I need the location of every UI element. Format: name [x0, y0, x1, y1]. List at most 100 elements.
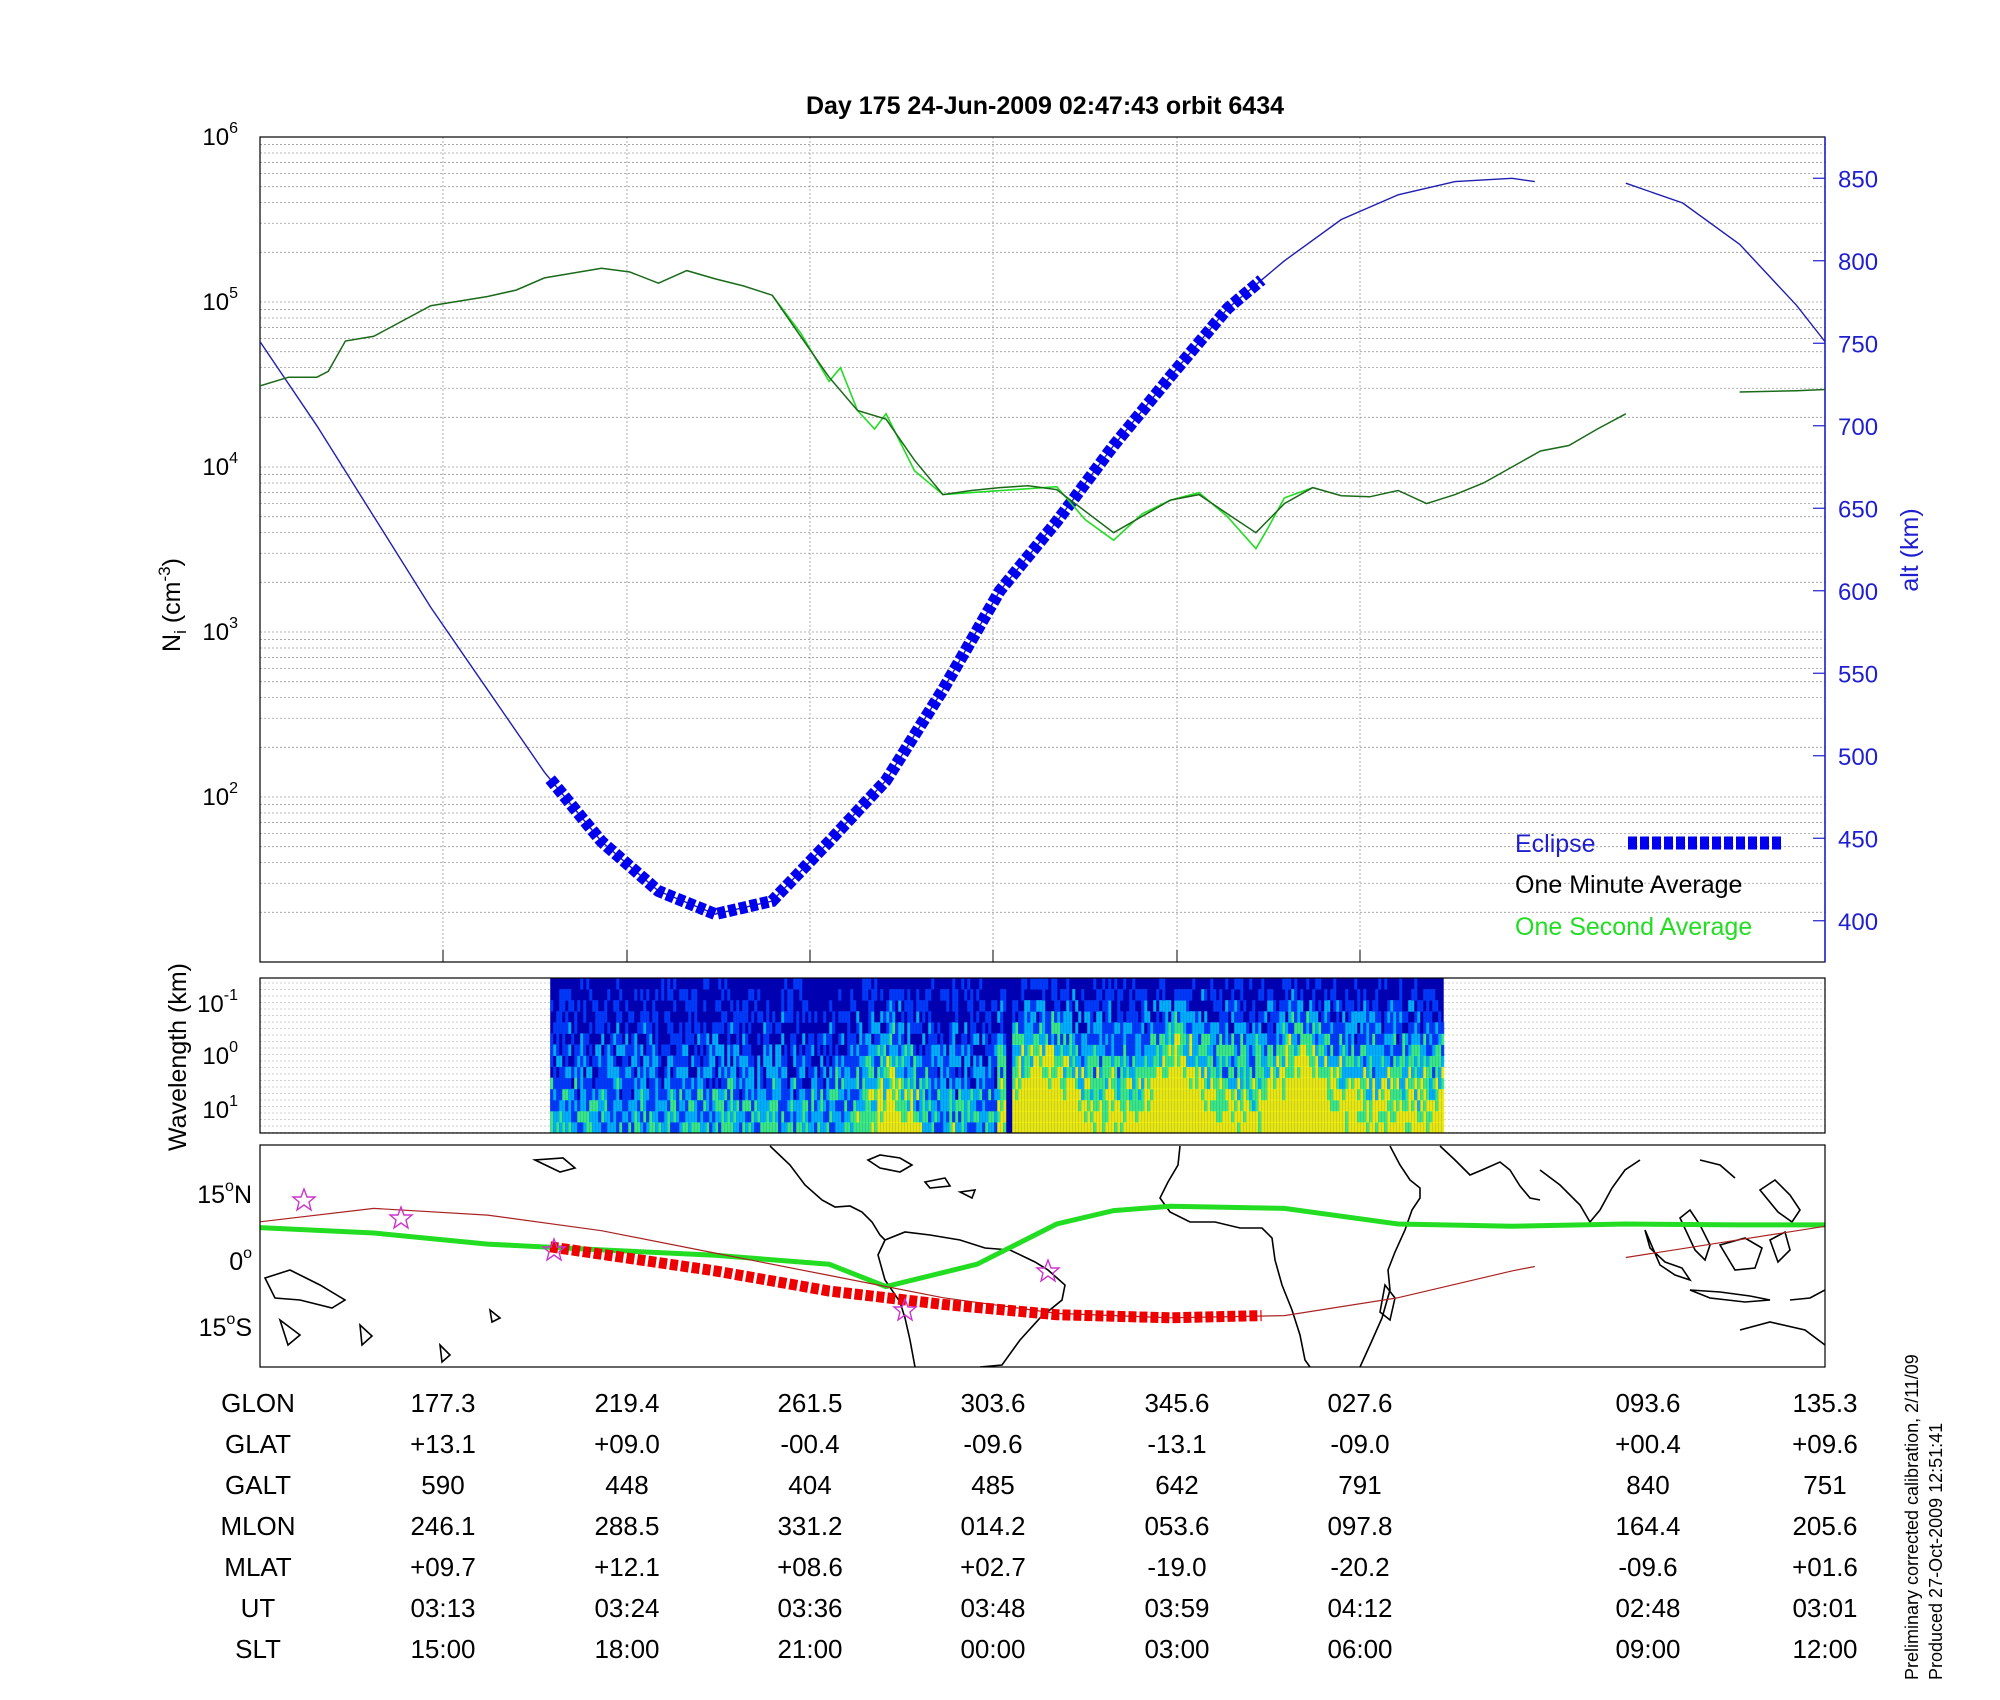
- spectrogram-cell: [703, 1077, 707, 1090]
- spectrogram-cell: [1372, 1066, 1376, 1079]
- spectrogram-cell: [1423, 1121, 1427, 1133]
- spectrogram-cell: [862, 1044, 866, 1056]
- spectrogram-cell: [655, 989, 659, 1001]
- spectrogram-cell: [622, 1121, 626, 1133]
- spectrogram-cell: [1261, 978, 1265, 990]
- spectrogram-cell: [862, 1099, 866, 1112]
- spectrogram-cell: [631, 1121, 635, 1133]
- spectrogram-cell: [1057, 1110, 1061, 1123]
- spectrogram-cell: [1021, 1022, 1025, 1034]
- spectrogram-cell: [1165, 1022, 1169, 1034]
- spectrogram-cell: [898, 1110, 902, 1123]
- spectrogram-cell: [1231, 1110, 1235, 1123]
- spectrogram-cell: [1039, 1011, 1043, 1023]
- spectrogram-cell: [967, 1055, 971, 1068]
- spectrogram-cell: [943, 1077, 947, 1090]
- spectrogram-cell: [703, 1000, 707, 1012]
- spectrogram-cell: [1066, 1044, 1070, 1056]
- spectrogram-cell: [1258, 1033, 1262, 1045]
- spectrogram-cell: [847, 1099, 851, 1112]
- spectrogram-cell: [784, 1121, 788, 1133]
- spectrogram-cell: [562, 1066, 566, 1079]
- spectrogram-cell: [1354, 1066, 1358, 1079]
- spectrogram-cell: [928, 1066, 932, 1079]
- side-note-line-1: Preliminary corrected calibration, 2/11/…: [1902, 1354, 1922, 1680]
- spectrogram-cell: [619, 1066, 623, 1079]
- spectrogram-cell: [1180, 1077, 1184, 1090]
- spectrogram-cell: [607, 1121, 611, 1133]
- spectrogram-cell: [901, 1011, 905, 1023]
- spectrogram-cell: [781, 1099, 785, 1112]
- spectrogram-cell: [1183, 1099, 1187, 1112]
- spectrogram-cell: [1144, 989, 1148, 1001]
- spectrogram-cell: [763, 1088, 767, 1101]
- spectrogram-cell: [778, 1066, 782, 1079]
- spectrogram-cell: [982, 1099, 986, 1112]
- table-cell: 09:00: [1615, 1634, 1680, 1664]
- spectrogram-cell: [583, 1033, 587, 1045]
- spectrogram-cell: [1027, 1000, 1031, 1012]
- spectrogram-tick-label: 10-1: [197, 987, 238, 1018]
- spectrogram-cell: [649, 1121, 653, 1133]
- spectrogram-cell: [934, 1066, 938, 1079]
- spectrogram-cell: [1339, 1022, 1343, 1034]
- spectrogram-cell: [778, 1099, 782, 1112]
- spectrogram-cell: [979, 1121, 983, 1133]
- spectrogram-cell: [1018, 1088, 1022, 1101]
- spectrogram-cell: [829, 1066, 833, 1079]
- table-cell: -09.6: [963, 1429, 1022, 1459]
- spectrogram-cell: [778, 1110, 782, 1123]
- spectrogram-cell: [784, 1055, 788, 1068]
- spectrogram-cell: [556, 1110, 560, 1123]
- spectrogram-cell: [1405, 1011, 1409, 1023]
- spectrogram-cell: [1183, 1121, 1187, 1133]
- spectrogram-cell: [574, 1022, 578, 1034]
- spectrogram-cell: [928, 1044, 932, 1056]
- spectrogram-cell: [1351, 1099, 1355, 1112]
- spectrogram-cell: [1099, 1088, 1103, 1101]
- spectrogram-cell: [781, 1033, 785, 1045]
- spectrogram-cell: [1087, 1099, 1091, 1112]
- spectrogram-cell: [1117, 1055, 1121, 1068]
- spectrogram-cell: [730, 1110, 734, 1123]
- spectrogram-cell: [1114, 1121, 1118, 1133]
- spectrogram-cell: [1075, 1033, 1079, 1045]
- spectrogram-cell: [1432, 1121, 1436, 1133]
- spectrogram-cell: [1237, 1110, 1241, 1123]
- spectrogram-cell: [1123, 1099, 1127, 1112]
- spectrogram-cell: [1333, 1000, 1337, 1012]
- spectrogram-cell: [874, 1110, 878, 1123]
- spectrogram-cell: [1171, 1077, 1175, 1090]
- spectrogram-cell: [1063, 1077, 1067, 1090]
- spectrogram-cell: [1114, 1033, 1118, 1045]
- spectrogram-cell: [946, 1088, 950, 1101]
- spectrogram-cell: [661, 1110, 665, 1123]
- spectrogram-cell: [1042, 1033, 1046, 1045]
- spectrogram-cell: [913, 1044, 917, 1056]
- spectrogram-cell: [1024, 1044, 1028, 1056]
- spectrogram-cell: [667, 989, 671, 1001]
- spectrogram-cell: [709, 1088, 713, 1101]
- spectrogram-cell: [1225, 1055, 1229, 1068]
- spectrogram-cell: [1141, 989, 1145, 1001]
- spectrogram-cell: [1246, 1099, 1250, 1112]
- spectrogram-cell: [1339, 1044, 1343, 1056]
- spectrogram-cell: [1189, 1099, 1193, 1112]
- spectrogram-cell: [1306, 1099, 1310, 1112]
- spectrogram-cell: [694, 1044, 698, 1056]
- spectrogram-cell: [970, 1066, 974, 1079]
- spectrogram-cell: [1096, 1000, 1100, 1012]
- spectrogram-cell: [1081, 989, 1085, 1001]
- spectrogram-cell: [1156, 1088, 1160, 1101]
- spectrogram-cell: [1255, 1066, 1259, 1079]
- spectrogram-cell: [1048, 1121, 1052, 1133]
- spectrogram-cell: [1027, 1110, 1031, 1123]
- spectrogram-cell: [718, 1110, 722, 1123]
- spectrogram-cell: [1357, 1077, 1361, 1090]
- spectrogram-cell: [730, 1077, 734, 1090]
- spectrogram-cell: [1252, 1066, 1256, 1079]
- spectrogram-cell: [799, 1099, 803, 1112]
- spectrogram-cell: [940, 1055, 944, 1068]
- spectrogram-cell: [1390, 1000, 1394, 1012]
- spectrogram-cell: [877, 1066, 881, 1079]
